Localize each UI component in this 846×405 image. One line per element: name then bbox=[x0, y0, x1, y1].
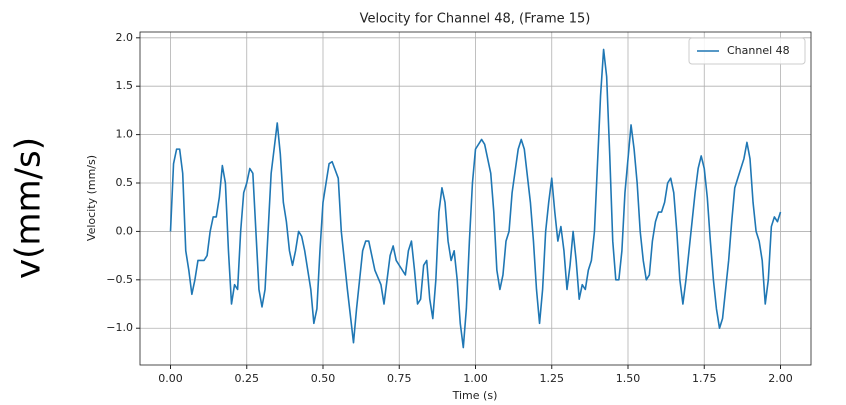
side-label: v(mm/s) bbox=[9, 137, 49, 279]
plot-frame bbox=[139, 31, 812, 366]
data-line bbox=[169, 48, 782, 349]
legend-label: Channel 48 bbox=[727, 44, 790, 57]
y-tick-label: 0.0 bbox=[116, 224, 134, 237]
x-tick-label: 1.50 bbox=[616, 372, 641, 385]
y-tick-label: −1.0 bbox=[106, 321, 133, 334]
x-tick-label: 0.25 bbox=[235, 372, 260, 385]
x-tick-label: 0.75 bbox=[387, 372, 412, 385]
x-axis-label: Time (s) bbox=[452, 389, 498, 402]
y-tick-label: −0.5 bbox=[106, 273, 133, 286]
y-axis-label: Velocity (mm/s) bbox=[85, 155, 98, 241]
x-tick-label: 2.00 bbox=[768, 372, 793, 385]
x-tick-label: 1.25 bbox=[540, 372, 565, 385]
y-tick-label: 2.0 bbox=[116, 31, 134, 44]
x-tick-label: 1.00 bbox=[463, 372, 488, 385]
x-tick-label: 1.75 bbox=[692, 372, 717, 385]
y-tick-label: 1.5 bbox=[116, 79, 134, 92]
y-tick-label: 0.5 bbox=[116, 176, 134, 189]
x-tick-label: 0.50 bbox=[311, 372, 336, 385]
chart-title: Velocity for Channel 48, (Frame 15) bbox=[360, 12, 591, 27]
x-tick-label: 0.00 bbox=[158, 372, 183, 385]
y-tick-label: 1.0 bbox=[116, 128, 134, 141]
legend-box bbox=[688, 37, 806, 65]
